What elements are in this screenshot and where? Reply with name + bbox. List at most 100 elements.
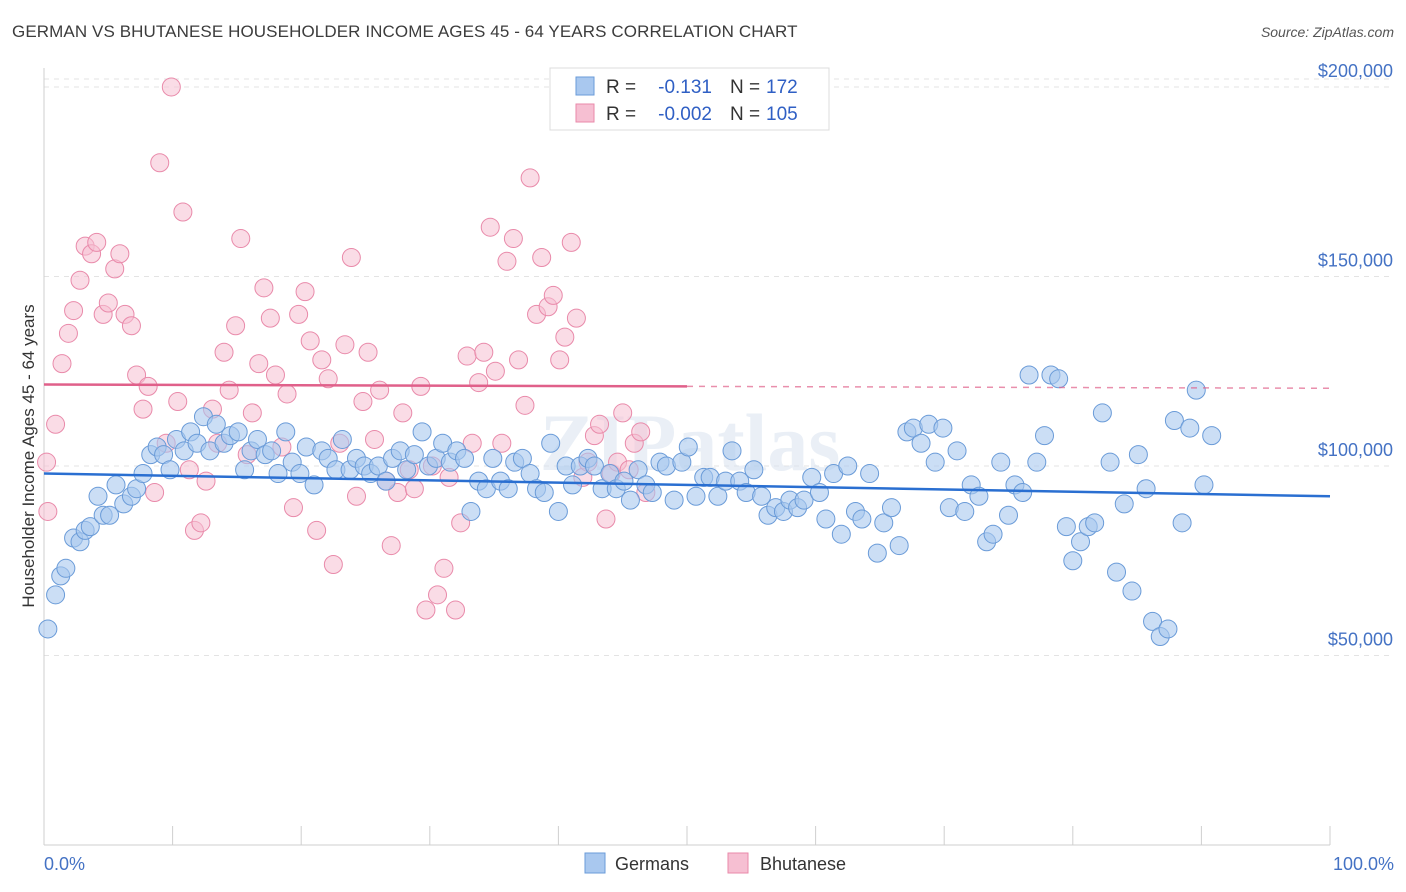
legend-n-label-2: N =	[730, 104, 760, 125]
germans-point	[620, 490, 640, 510]
bhutanese-point	[249, 354, 269, 374]
bhutanese-point	[196, 471, 216, 491]
germans-point	[512, 448, 532, 468]
germans-point	[947, 441, 967, 461]
bhutanese-point	[37, 452, 57, 472]
bhutanese-point	[150, 153, 170, 173]
bhutanese-point	[520, 168, 540, 188]
germans-point	[1049, 369, 1069, 389]
germans-point	[1019, 365, 1039, 385]
bhutanese-point	[98, 293, 118, 313]
germans-point	[664, 490, 684, 510]
bhutanese-point	[480, 217, 500, 237]
bhutanese-point	[58, 323, 78, 343]
germans-point	[100, 505, 120, 525]
germans-point	[304, 475, 324, 495]
bhutanese-points	[37, 77, 656, 620]
bhutanese-point	[543, 285, 563, 305]
germans-point	[642, 483, 662, 503]
bhutanese-point	[631, 422, 651, 442]
bhutanese-point	[283, 498, 303, 518]
germans-point	[1027, 452, 1047, 472]
bhutanese-point	[457, 346, 477, 366]
bhutanese-point	[434, 558, 454, 578]
bhutanese-point	[509, 350, 529, 370]
germans-point	[1202, 426, 1222, 446]
y-tick-label: $200,000	[1318, 61, 1393, 81]
germans-point	[461, 501, 481, 521]
x-tick-label-min: 0.0%	[44, 854, 85, 874]
bhutanese-point	[260, 308, 280, 328]
bhutanese-point	[226, 316, 246, 336]
germans-point	[1180, 418, 1200, 438]
bhutanese-point	[46, 414, 66, 434]
bhutanese-point	[312, 350, 332, 370]
bhutanese-point	[179, 460, 199, 480]
y-axis-label: Householder Income Ages 45 - 64 years	[19, 304, 38, 607]
bhutanese-point	[64, 301, 84, 321]
germans-point	[744, 460, 764, 480]
germans-point	[708, 486, 728, 506]
bhutanese-point	[265, 365, 285, 385]
bhutanese-point	[515, 395, 535, 415]
bhutanese-point	[370, 380, 390, 400]
germans-point	[991, 452, 1011, 472]
bhutanese-point	[503, 229, 523, 249]
bhutanese-point	[145, 483, 165, 503]
germans-point	[541, 433, 561, 453]
bottom-legend-germans: Germans	[615, 854, 689, 874]
bhutanese-point	[613, 403, 633, 423]
bhutanese-point	[214, 342, 234, 362]
legend-r-value-1: -0.131	[658, 77, 712, 98]
germans-point	[88, 486, 108, 506]
bhutanese-point	[277, 384, 297, 404]
germans-point	[228, 422, 248, 442]
germans-point	[548, 501, 568, 521]
bhutanese-point	[161, 77, 181, 97]
germans-point	[1085, 513, 1105, 533]
germans-point	[133, 464, 153, 484]
y-tick-label: $100,000	[1318, 440, 1393, 460]
bhutanese-point	[555, 327, 575, 347]
bhutanese-point	[307, 520, 327, 540]
bhutanese-point	[87, 232, 107, 252]
bottom-legend-swatch-bhutanese	[727, 852, 749, 874]
germans-point	[160, 460, 180, 480]
germans-point	[80, 517, 100, 537]
germans-point	[534, 483, 554, 503]
germans-point	[983, 524, 1003, 544]
bhutanese-point	[596, 509, 616, 529]
bhutanese-point	[416, 600, 436, 620]
germans-trend-line	[43, 472, 1331, 498]
gridlines	[44, 78, 1394, 656]
bhutanese-point	[428, 585, 448, 605]
bhutanese-point	[532, 248, 552, 268]
bhutanese-point	[168, 392, 188, 412]
bhutanese-point	[446, 600, 466, 620]
bhutanese-trend-line-extension	[686, 385, 1331, 390]
germans-point	[483, 448, 503, 468]
germans-point	[925, 452, 945, 472]
germans-points	[38, 365, 1222, 647]
germans-point	[404, 445, 424, 465]
germans-point	[874, 513, 894, 533]
legend: R = -0.131 N = 172 R = -0.002 N = 105	[549, 67, 830, 131]
bhutanese-point	[393, 403, 413, 423]
germans-point	[1143, 611, 1163, 631]
germans-point	[376, 471, 396, 491]
y-tick-labels: $50,000 $100,000 $150,000 $200,000	[1318, 61, 1393, 650]
bottom-legend: Germans Bhutanese	[584, 852, 846, 874]
germans-point	[678, 437, 698, 457]
germans-point	[1107, 562, 1127, 582]
bhutanese-point	[121, 316, 141, 336]
bhutanese-point	[289, 304, 309, 324]
germans-point	[276, 422, 296, 442]
bhutanese-point	[404, 479, 424, 499]
germans-point	[933, 418, 953, 438]
germans-point	[1063, 551, 1083, 571]
bhutanese-point	[173, 202, 193, 222]
chart-title: GERMAN VS BHUTANESE HOUSEHOLDER INCOME A…	[12, 22, 798, 41]
germans-point	[1172, 513, 1192, 533]
germans-point	[106, 475, 126, 495]
germans-point	[498, 479, 518, 499]
